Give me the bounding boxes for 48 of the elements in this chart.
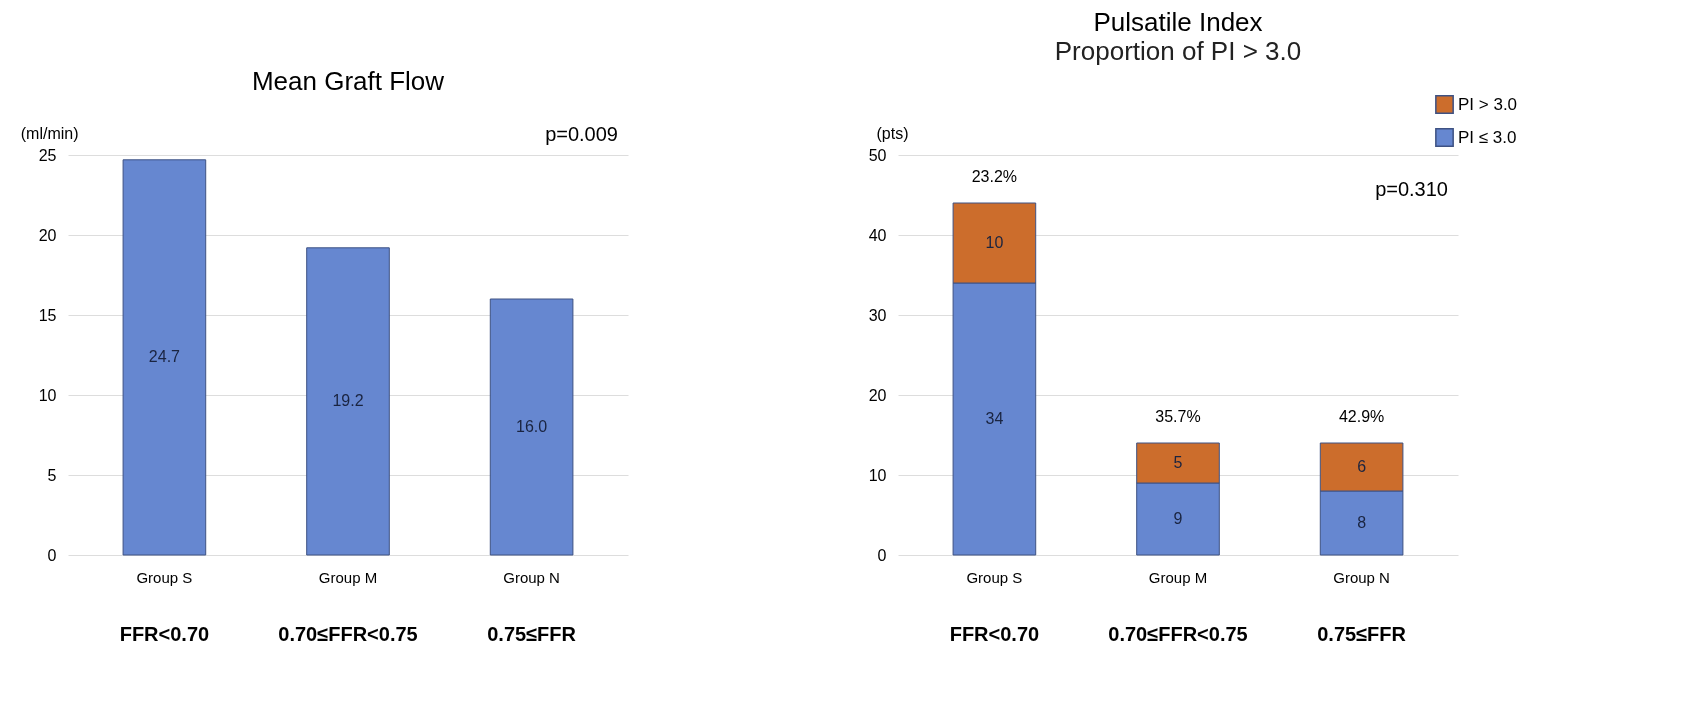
y-tick-label: 15: [38, 306, 57, 324]
y-axis-title: (ml/min): [20, 124, 79, 142]
annotation: 23.2%: [971, 168, 1018, 185]
y-axis-title: (pts): [876, 124, 909, 142]
text: FFR<0.70: [949, 623, 1040, 645]
chart-title: Mean Graft Flow: [251, 66, 445, 96]
annotation: 42.9%: [1338, 408, 1385, 425]
data-label: 34: [985, 410, 1004, 427]
y-tick-label: 30: [868, 306, 887, 324]
y-tick-label: 20: [868, 386, 887, 404]
x-tick-label: Group S: [966, 568, 1023, 586]
x-tick-label: Group M: [318, 568, 378, 586]
data-label: 9: [1173, 510, 1183, 527]
y-tick-label: 10: [868, 466, 887, 484]
y-tick-label: 25: [38, 146, 57, 164]
data-label: 16.0: [516, 418, 548, 435]
text: 0.70≤FFR<0.75: [278, 623, 418, 645]
x-tick-label: Group S: [136, 568, 193, 586]
y-tick-label: 20: [38, 226, 57, 244]
bar: [122, 159, 207, 556]
y-tick-label: 0: [47, 546, 57, 564]
text: 0.75≤FFR: [487, 623, 577, 645]
chart-subtitle: Proportion of PI > 3.0: [1054, 36, 1302, 66]
chart-title: Pulsatile Index: [1093, 7, 1263, 37]
data-label: 10: [985, 234, 1004, 251]
data-label: 6: [1357, 458, 1367, 475]
legend-label: PI > 3.0: [1458, 94, 1518, 114]
y-tick-label: 5: [47, 466, 57, 484]
data-label: 24.7: [148, 348, 181, 366]
text: 0.70≤FFR<0.75: [1108, 623, 1248, 645]
y-tick-label: 10: [38, 386, 57, 404]
text: 0.75≤FFR: [1317, 623, 1407, 645]
x-tick-label: Group N: [503, 568, 560, 586]
bar: [489, 298, 574, 556]
y-tick-label: 50: [868, 146, 887, 164]
x-tick-label: Group N: [1333, 568, 1390, 586]
annotation: 35.7%: [1155, 408, 1201, 425]
text: FFR<0.70: [119, 623, 210, 645]
x-tick-label: Group M: [1148, 568, 1208, 586]
legend-label: PI ≤ 3.0: [1458, 127, 1517, 147]
bar: [306, 247, 390, 556]
y-tick-label: 0: [877, 546, 887, 564]
data-label: 5: [1173, 454, 1183, 471]
text: p=0.009: [545, 123, 618, 145]
annotation: p=0.310: [1375, 178, 1448, 200]
data-label: 8: [1357, 514, 1367, 531]
y-tick-label: 40: [868, 226, 887, 244]
data-label: 19.2: [332, 392, 364, 410]
